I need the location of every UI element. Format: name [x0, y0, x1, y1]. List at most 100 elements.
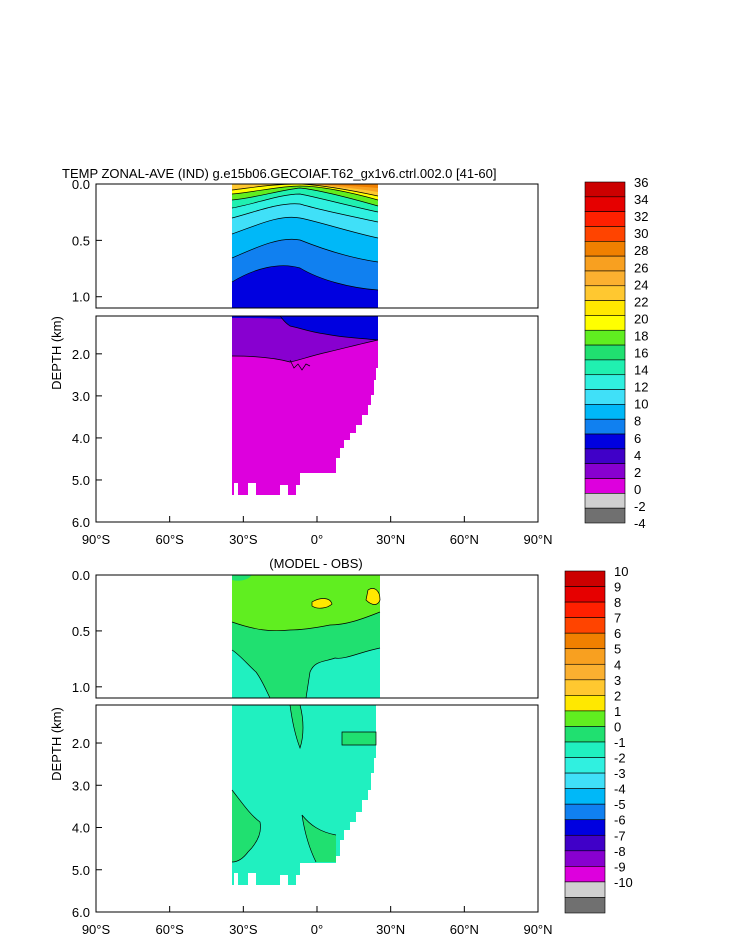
colorbar-swatch — [564, 757, 606, 774]
colorbar-swatch — [564, 601, 606, 618]
colorbar-swatch — [584, 374, 626, 390]
colorbar-swatch — [564, 663, 606, 681]
colorbar-swatch — [584, 211, 626, 227]
colorbar-label: 2 — [614, 688, 621, 703]
colorbar-label: -8 — [614, 844, 626, 859]
colorbar-swatch — [584, 448, 626, 464]
colorbar-swatch — [564, 897, 606, 914]
colorbar-label: 6 — [614, 626, 621, 641]
colorbar-label: 24 — [634, 277, 648, 292]
colorbar-swatch — [584, 359, 626, 376]
panel-1: TEMP ZONAL-AVE (IND) g.e15b06.GECOIAF.T6… — [49, 166, 648, 547]
colorbar-label: -7 — [614, 828, 626, 843]
colorbar-label: -10 — [614, 875, 633, 890]
colorbar-label: 26 — [634, 260, 648, 275]
colorbar-swatch — [564, 741, 606, 758]
colorbar-label: 12 — [634, 380, 648, 395]
y-tick-label: 0.5 — [72, 624, 90, 639]
panel-2-lower-field — [231, 704, 377, 885]
colorbar-swatch — [584, 493, 626, 509]
colorbar-label: 10 — [634, 397, 648, 412]
colorbar-label: 6 — [634, 431, 641, 446]
x-tick-label: 60°S — [155, 532, 184, 547]
y-tick-label: 1.0 — [72, 290, 90, 305]
colorbar-swatch — [564, 586, 606, 603]
colorbar-swatch — [564, 788, 606, 805]
colorbar-label: 32 — [634, 209, 648, 224]
colorbar-swatch — [564, 881, 606, 898]
colorbar-swatch — [584, 507, 626, 524]
panel-1-lower-field — [231, 315, 379, 495]
panel-2-ylabel: DEPTH (km) — [49, 707, 64, 781]
x-tick-label: 90°N — [523, 532, 552, 547]
y-tick-label: 0.0 — [72, 568, 90, 583]
colorbar-label: 34 — [634, 192, 648, 207]
colorbar-label: 8 — [614, 595, 621, 610]
colorbar-label: 28 — [634, 243, 648, 258]
colorbar-label: -3 — [614, 766, 626, 781]
colorbar-swatch — [584, 300, 626, 316]
colorbar-swatch — [584, 315, 626, 331]
colorbar-swatch — [564, 632, 606, 650]
colorbar-swatch — [584, 344, 626, 361]
colorbar-swatch — [584, 255, 626, 272]
colorbar-label: 5 — [614, 642, 621, 657]
colorbar-label: 18 — [634, 328, 648, 343]
x-tick-label: 90°N — [523, 922, 552, 937]
panel-1-upper-field — [231, 183, 379, 308]
y-tick-label: 3.0 — [72, 778, 90, 793]
colorbar-swatch — [564, 866, 606, 883]
colorbar-swatch — [584, 241, 626, 257]
x-tick-label: 60°N — [450, 532, 479, 547]
x-tick-label: 30°S — [229, 532, 258, 547]
colorbar-label: 10 — [614, 564, 628, 579]
y-tick-label: 5.0 — [72, 473, 90, 488]
colorbar-swatch — [564, 679, 606, 696]
colorbar-label: 9 — [614, 580, 621, 595]
colorbar-label: 2 — [634, 465, 641, 480]
colorbar-swatch — [564, 710, 606, 727]
colorbar-swatch — [564, 772, 606, 789]
colorbar-swatch — [584, 433, 626, 450]
y-tick-label: 2.0 — [72, 736, 90, 751]
colorbar-label: -4 — [614, 782, 626, 797]
x-tick-label: 30°N — [376, 532, 405, 547]
y-tick-label: 6.0 — [72, 515, 90, 530]
colorbar-label: -2 — [634, 499, 646, 514]
colorbar-swatch — [584, 463, 626, 479]
colorbar-label: -6 — [614, 813, 626, 828]
y-tick-label: 4.0 — [72, 821, 90, 836]
y-tick-label: 3.0 — [72, 389, 90, 404]
colorbar-swatch — [564, 819, 606, 836]
colorbar-swatch — [564, 850, 606, 867]
colorbar-label: -5 — [614, 797, 626, 812]
colorbar-label: -2 — [614, 751, 626, 766]
colorbar-label: 30 — [634, 226, 648, 241]
colorbar-swatch — [584, 389, 626, 405]
x-tick-label: 30°N — [376, 922, 405, 937]
x-tick-label: 30°S — [229, 922, 258, 937]
x-tick-label: 90°S — [82, 532, 111, 547]
colorbar-label: 22 — [634, 294, 648, 309]
colorbar-swatch — [584, 285, 626, 301]
panel-1-title: TEMP ZONAL-AVE (IND) g.e15b06.GECOIAF.T6… — [62, 166, 496, 181]
colorbar-swatch — [584, 181, 626, 198]
colorbar-label: 4 — [614, 657, 621, 672]
panel-2-upper-frame — [95, 574, 539, 699]
colorbar-label: -9 — [614, 859, 626, 874]
x-tick-label: 0° — [311, 532, 323, 547]
colorbar-swatch — [564, 570, 606, 587]
colorbar-swatch — [584, 404, 626, 420]
y-tick-label: 0.5 — [72, 233, 90, 248]
colorbar-swatch — [564, 834, 606, 852]
panel-2: (MODEL - OBS) — [49, 556, 633, 937]
panel-1-ylabel: DEPTH (km) — [49, 316, 64, 390]
panel-1-axes: 90°S 60°S 30°S 0° 30°N 60°N 90°N 0.0 0.5 1.0 2.0 3.… — [72, 177, 553, 547]
colorbar-swatch — [584, 418, 626, 435]
colorbar-label: 20 — [634, 311, 648, 326]
colorbar-label: 16 — [634, 346, 648, 361]
colorbar-label: 7 — [614, 611, 621, 626]
colorbar-swatch — [564, 803, 606, 821]
colorbar-swatch — [564, 617, 606, 634]
y-tick-label: 2.0 — [72, 347, 90, 362]
